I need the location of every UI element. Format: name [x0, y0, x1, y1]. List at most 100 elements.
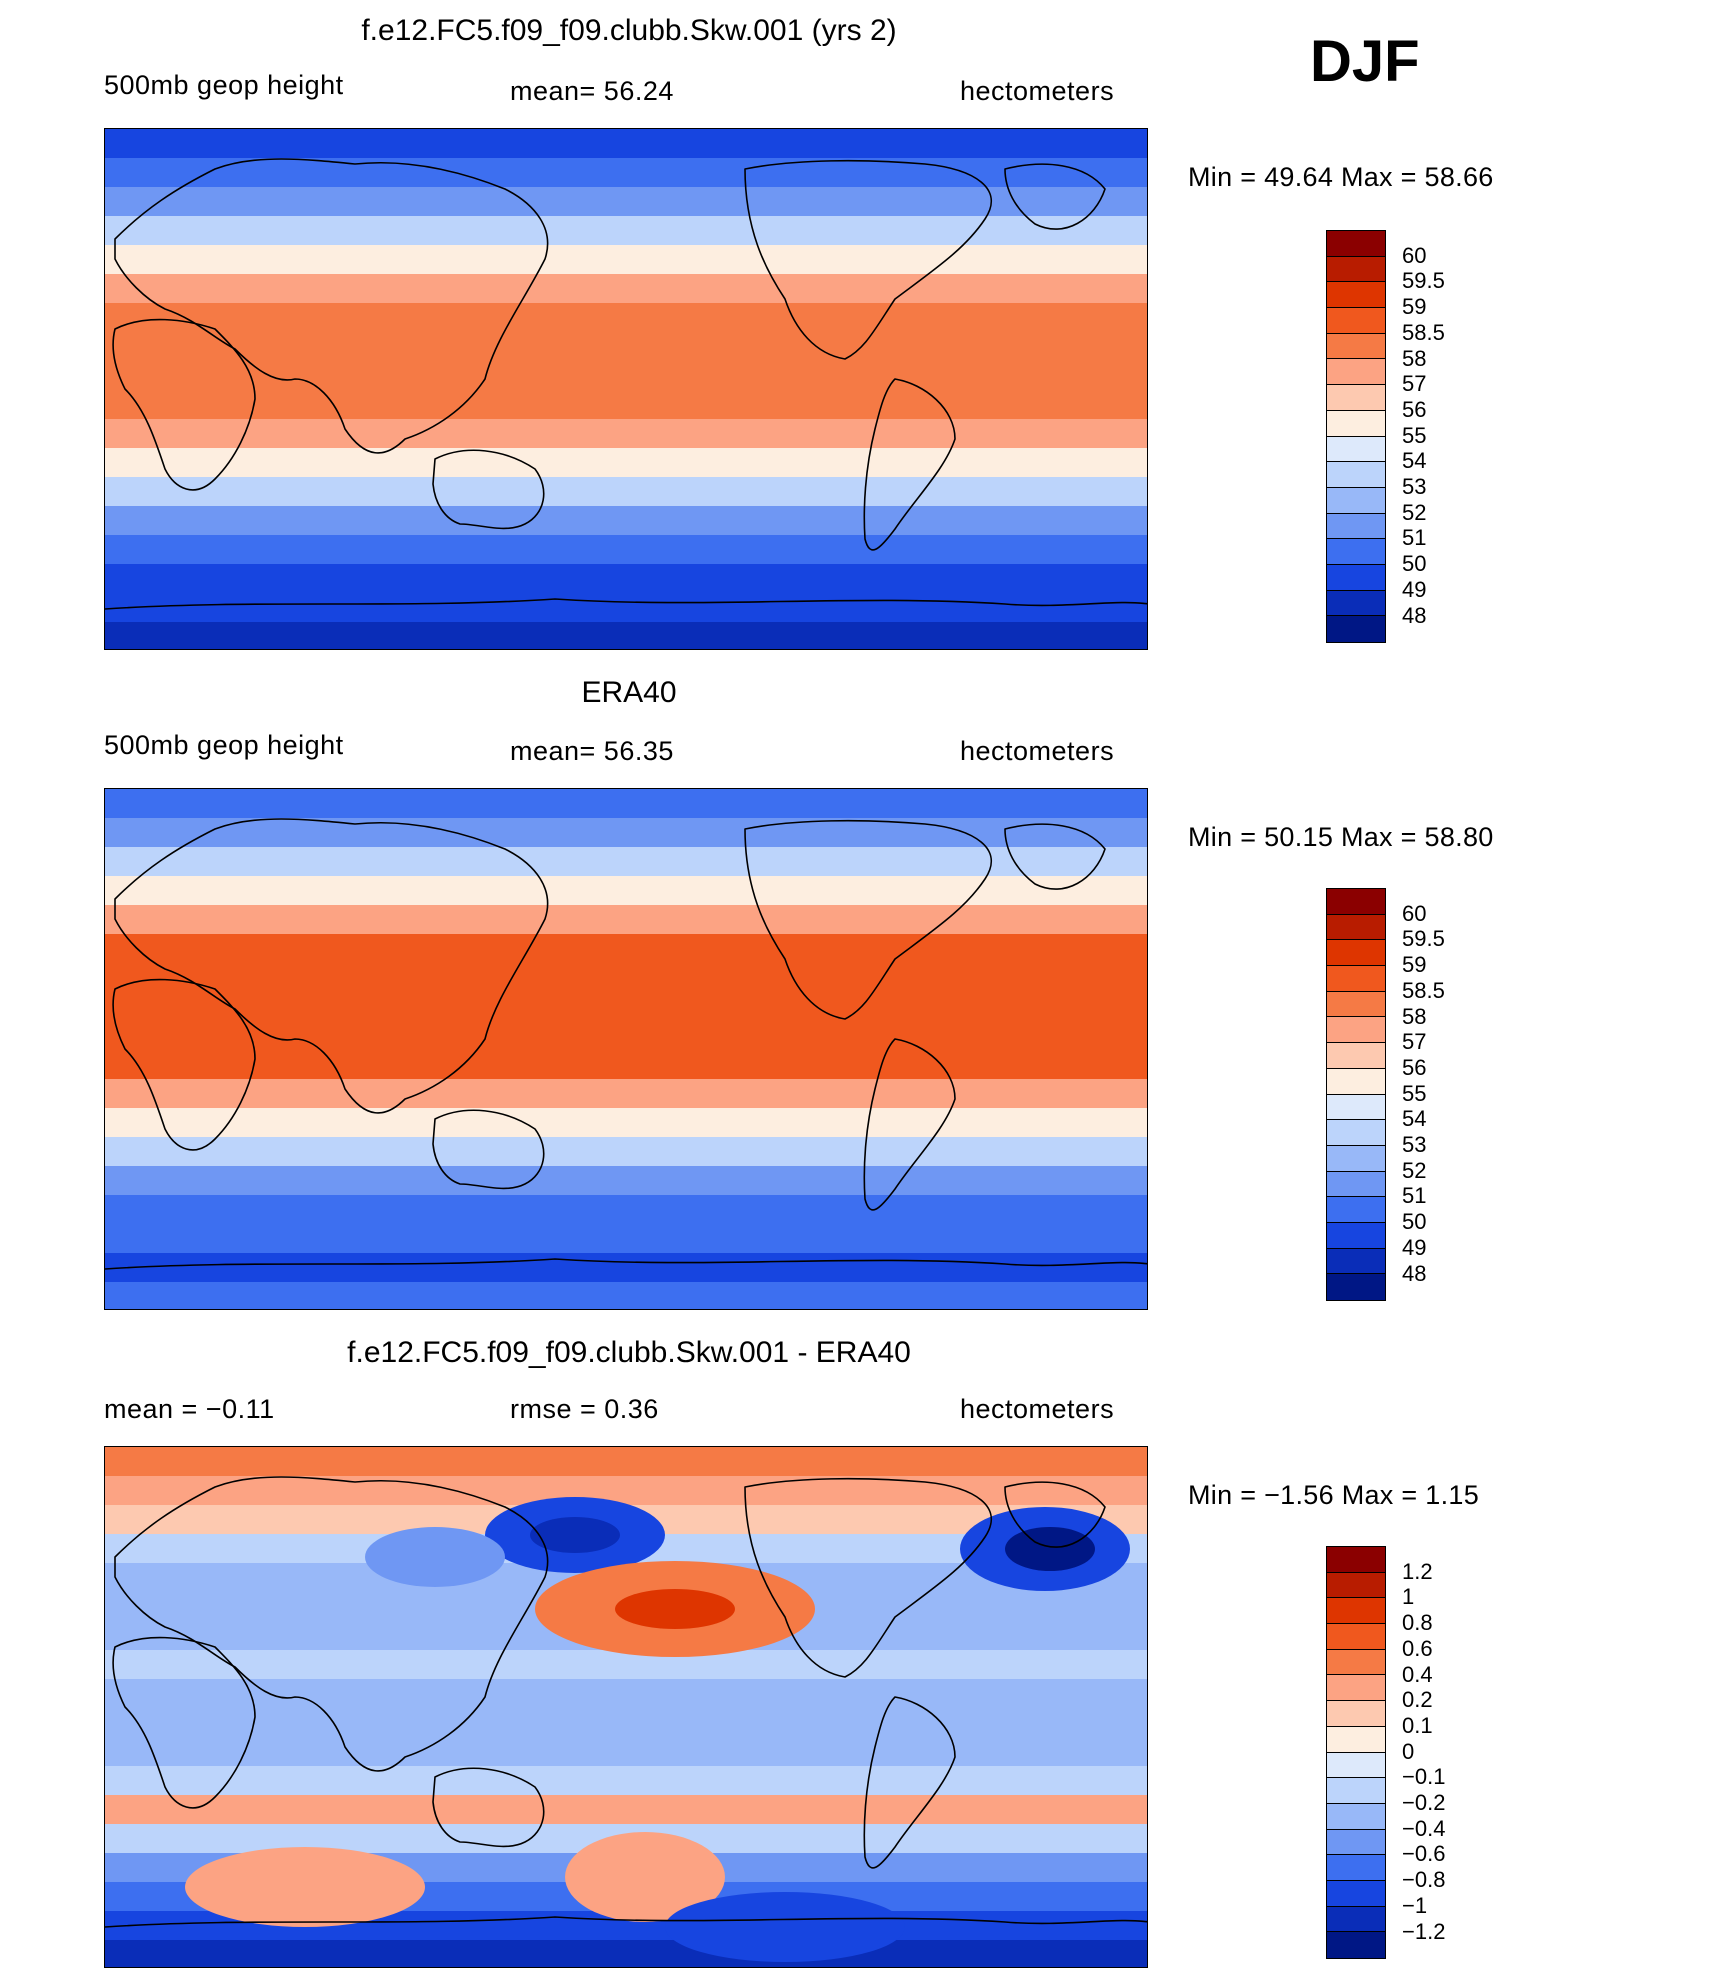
colorbar-label: 54 [1402, 448, 1427, 474]
colorbar-label: 0.4 [1402, 1661, 1433, 1687]
contour-band [105, 448, 1147, 478]
colorbar-swatch [1327, 1068, 1385, 1095]
contour-band [105, 332, 1147, 362]
colorbar-label: 58.5 [1402, 977, 1445, 1003]
panel-1-contour-field [105, 129, 1147, 649]
colorbar-label: 55 [1402, 422, 1427, 448]
coastlines [105, 818, 1147, 1270]
contour-band [105, 876, 1147, 906]
contour-band [105, 1282, 1147, 1309]
colorbar-swatch [1327, 1906, 1385, 1933]
colorbar-swatch [1327, 436, 1385, 463]
colorbar-label: 54 [1402, 1106, 1427, 1132]
colorbar-swatch [1327, 1778, 1385, 1804]
colorbar-label: 56 [1402, 1054, 1427, 1080]
colorbar-swatch [1327, 513, 1385, 540]
panel-3-title: f.e12.FC5.f09_f09.clubb.Skw.001 - ERA40 [347, 1336, 911, 1369]
colorbar-swatch [1327, 1726, 1385, 1753]
colorbar-label: 1.2 [1402, 1558, 1433, 1584]
colorbar-label: 1 [1402, 1584, 1415, 1610]
colorbar-label: 56 [1402, 396, 1427, 422]
coastlines [105, 158, 1147, 610]
contour-band [105, 1195, 1147, 1225]
colorbar-label: 0.2 [1402, 1687, 1433, 1713]
colorbar-swatch [1327, 1701, 1385, 1727]
colorbar-swatch [1327, 1752, 1385, 1779]
contour-band [105, 535, 1147, 565]
contour-band [105, 187, 1147, 217]
colorbar-label: 51 [1402, 525, 1427, 551]
colorbar-swatch [1327, 1880, 1385, 1907]
colorbar-label: 49 [1402, 576, 1427, 602]
colorbar-swatch [1327, 539, 1385, 565]
contour-band [105, 1940, 1147, 1967]
contour-band [105, 934, 1147, 964]
panel-3-units-label: hectometers [960, 1394, 1115, 1424]
colorbar-label: 58 [1402, 345, 1427, 371]
colorbar-label: 57 [1402, 371, 1427, 397]
colorbar-label: 53 [1402, 474, 1427, 499]
colorbar-swatch [1327, 1120, 1385, 1146]
colorbar-label: 0.8 [1402, 1610, 1433, 1636]
colorbar-label: 48 [1402, 1260, 1427, 1286]
contour-band [105, 564, 1147, 594]
colorbar-swatch [1327, 1043, 1385, 1069]
anomaly-features [185, 1497, 1130, 1962]
colorbar-swatch [1327, 1145, 1385, 1172]
colorbar-swatch [1327, 1017, 1385, 1044]
contour-band [105, 245, 1147, 275]
colorbar-swatch [1327, 1829, 1385, 1856]
contour-band [105, 847, 1147, 877]
colorbar-swatch [1327, 410, 1385, 437]
contour-band [105, 622, 1147, 649]
colorbar-label: 48 [1402, 602, 1427, 628]
colorbar-swatch [1327, 308, 1385, 334]
panel-3-mean-label: mean = −0.11 [104, 1394, 275, 1424]
contour-band [105, 1737, 1147, 1767]
colorbar-label: 0.1 [1402, 1712, 1433, 1738]
contour-band [105, 1137, 1147, 1167]
colorbar-label: 59 [1402, 294, 1427, 320]
contour-band [105, 1224, 1147, 1254]
panel-2-min-max: Min = 50.15 Max = 58.80 [1188, 822, 1494, 852]
colorbar-swatch [1327, 1248, 1385, 1275]
contour-band [105, 1766, 1147, 1796]
panel-2-mean-label: mean= 56.35 [510, 736, 674, 766]
contour-band [105, 216, 1147, 246]
season-label: DJF [1310, 29, 1420, 94]
panel-3-rmse-label: rmse = 0.36 [510, 1394, 659, 1424]
panel-1-colorbar [1326, 230, 1386, 643]
colorbar-label: −0.2 [1402, 1790, 1446, 1815]
colorbar-swatch [1327, 914, 1385, 941]
contour-band [105, 1021, 1147, 1051]
colorbar-label: −0.1 [1402, 1764, 1446, 1790]
contour-band [105, 419, 1147, 449]
colorbar-label: 52 [1402, 499, 1427, 525]
colorbar-swatch [1327, 991, 1385, 1018]
contour-band [105, 158, 1147, 188]
colorbar-swatch [1327, 966, 1385, 992]
colorbar-swatch [1327, 1932, 1385, 1958]
panel-2-contour-field [105, 789, 1147, 1309]
panel-2-colorbar [1326, 888, 1386, 1301]
colorbar-label: −0.8 [1402, 1867, 1446, 1893]
panel-3-contour-field [105, 1447, 1147, 1967]
colorbar-swatch [1327, 385, 1385, 411]
colorbar-swatch [1327, 333, 1385, 360]
contour-band [105, 1079, 1147, 1109]
colorbar-swatch [1327, 564, 1385, 591]
colorbar-label: 53 [1402, 1132, 1427, 1157]
colorbar-swatch [1327, 1649, 1385, 1676]
panel-3-map [104, 1446, 1148, 1968]
contour-band [105, 818, 1147, 848]
contour-band [105, 1795, 1147, 1825]
contour-band [105, 390, 1147, 420]
colorbar-label: 51 [1402, 1183, 1427, 1209]
colorbar-swatch [1327, 616, 1385, 642]
panel-1-min-max: Min = 49.64 Max = 58.66 [1188, 162, 1494, 192]
contour-band [105, 905, 1147, 935]
colorbar-label: 60 [1402, 900, 1427, 926]
colorbar-label: 49 [1402, 1234, 1427, 1260]
contour-band [105, 129, 1147, 159]
panel-3-colorbar [1326, 1546, 1386, 1959]
